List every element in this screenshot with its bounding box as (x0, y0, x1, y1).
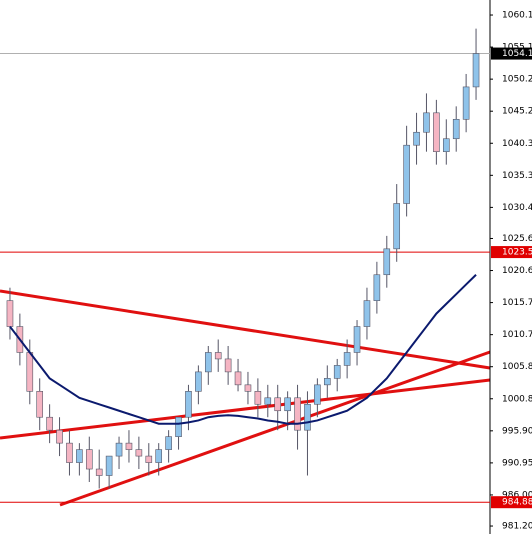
candle-body (185, 391, 192, 418)
y-tick-label: 1060.10 (502, 11, 532, 21)
candle-body (244, 384, 252, 392)
candle-body (452, 118, 460, 140)
y-tick-label: 1015.70 (502, 298, 532, 308)
y-tick-label: 1025.60 (502, 234, 532, 244)
level-label: 1054.15 (502, 49, 532, 59)
y-tick-label: 1035.35 (502, 171, 532, 181)
candle-body (373, 274, 381, 301)
candle-body (155, 449, 163, 463)
level-label: 1023.50 (502, 248, 532, 258)
y-tick-label: 981.20 (502, 522, 532, 532)
y-tick-label: 1045.25 (502, 107, 532, 117)
y-tick-label: 1040.30 (502, 139, 532, 149)
candle-body (135, 449, 143, 457)
y-tick-label: 1010.75 (502, 330, 532, 340)
candle-body (195, 371, 202, 392)
candle-body (472, 53, 480, 88)
y-tick-label: 1005.80 (502, 362, 532, 372)
candle-body (234, 371, 242, 386)
level-label-box (491, 496, 532, 509)
candle-body (224, 358, 232, 373)
candle-body (95, 468, 103, 476)
candle-body (204, 352, 212, 373)
level-label: 984.88 (502, 498, 532, 508)
candle-body (393, 203, 401, 250)
candle-body (433, 112, 440, 152)
trend-lines (0, 289, 491, 507)
candle-body (314, 384, 321, 405)
candle-body (115, 442, 123, 457)
candle-body (214, 352, 222, 360)
level-label-box (491, 47, 532, 60)
candle-body (363, 300, 371, 327)
candle-body (284, 397, 291, 412)
candle-body (294, 397, 301, 431)
candle-body (323, 378, 331, 386)
candle-body (66, 442, 73, 463)
candle-body (413, 131, 420, 146)
candle-body (145, 455, 153, 463)
y-tick-label: 1050.20 (502, 75, 532, 85)
candle-body (105, 455, 113, 476)
candle-body (264, 397, 272, 405)
y-tick-label: 986.00 (502, 490, 532, 500)
candle-body (165, 436, 172, 450)
candle-body (462, 86, 470, 120)
candle-body (274, 397, 282, 412)
candle-body (423, 112, 430, 133)
candle-body (6, 300, 14, 327)
level-label-box (491, 246, 532, 259)
candle-body (442, 138, 450, 152)
candle-body (56, 429, 63, 444)
candle-body (254, 391, 262, 405)
candle-body (36, 391, 44, 418)
candle-body (26, 352, 34, 392)
candle-body (403, 144, 410, 204)
candle-body (383, 248, 391, 276)
moving-average (9, 274, 477, 425)
candle-body (125, 442, 133, 450)
y-tick-label: 990.95 (502, 458, 532, 468)
candle-body (353, 326, 361, 353)
y-tick-label: 1020.65 (502, 266, 532, 276)
candle-body (304, 403, 311, 431)
y-tick-label: 995.90 (502, 426, 532, 436)
candle-body (85, 449, 93, 470)
y-tick-label: 1030.40 (502, 203, 532, 213)
candle-body (76, 449, 83, 463)
candle-body (46, 416, 53, 431)
candle-body (343, 352, 351, 366)
y-tick-label: 1000.85 (502, 394, 532, 404)
candle-body (333, 365, 341, 379)
candle-body (175, 416, 182, 437)
